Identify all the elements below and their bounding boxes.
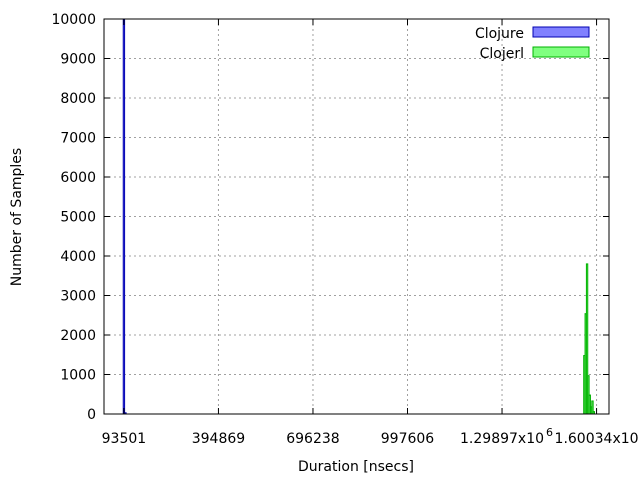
y-tick-label: 9000 — [60, 52, 96, 68]
legend-label-clojerl: Clojerl — [480, 46, 524, 62]
y-tick-label: 3000 — [60, 289, 96, 305]
y-tick-label: 10000 — [51, 12, 96, 28]
x-tick-label: 1.60034x10 — [555, 431, 639, 447]
legend-swatch-clojerl — [532, 46, 590, 58]
y-tick-label: 0 — [87, 407, 96, 423]
x-tick-label: 394869 — [192, 431, 245, 447]
x-axis-label: Duration [nsecs] — [298, 459, 414, 475]
y-tick-label: 1000 — [60, 368, 96, 384]
x-tick-label: 93501 — [102, 431, 147, 447]
x-tick-exponent: 6 — [546, 426, 553, 439]
y-tick-label: 6000 — [60, 170, 96, 186]
y-tick-label: 4000 — [60, 249, 96, 265]
y-tick-label: 5000 — [60, 210, 96, 226]
y-axis-label: Number of Samples — [9, 148, 25, 286]
x-tick-label: 1.29897x10 — [460, 431, 544, 447]
grid-lines — [104, 19, 609, 414]
legend: Clojure Clojerl — [475, 26, 590, 62]
y-tick-label: 7000 — [60, 131, 96, 147]
x-tick-label: 696238 — [286, 431, 339, 447]
legend-swatch-clojure — [532, 26, 590, 38]
x-tick-label: 997606 — [381, 431, 435, 447]
legend-label-clojure: Clojure — [475, 26, 524, 42]
bars — [122, 18, 595, 415]
y-tick-label: 2000 — [60, 328, 96, 344]
y-tick-label: 8000 — [60, 91, 96, 107]
axis-ticks: 0 1000 2000 3000 4000 5000 6000 7000 8000 9000 100… — [51, 12, 638, 447]
bar-clojure — [122, 18, 126, 415]
